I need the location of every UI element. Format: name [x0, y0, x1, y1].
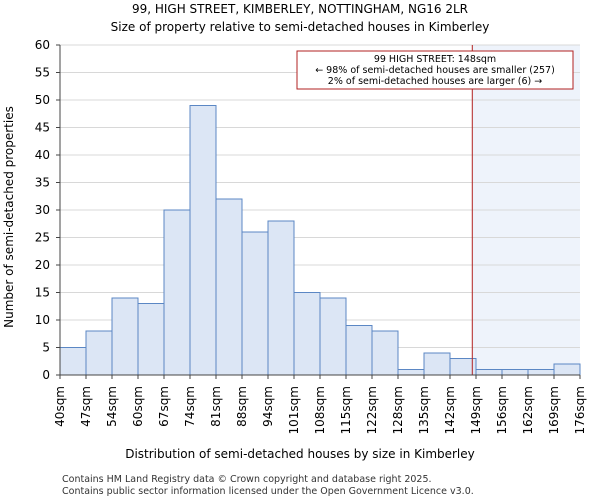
- y-tick-label: 50: [35, 93, 50, 107]
- x-tick-label: 162sqm: [521, 386, 535, 434]
- bar-149sqm: [475, 369, 503, 376]
- x-tick-label: 108sqm: [313, 386, 327, 434]
- bar-122sqm: [371, 330, 399, 376]
- bar-74sqm: [189, 105, 217, 376]
- x-tick-label: 169sqm: [547, 386, 561, 434]
- bar-169sqm: [553, 363, 581, 376]
- annotation-line-1: 99 HIGH STREET: 148sqm: [374, 54, 496, 65]
- x-tick-label: 142sqm: [443, 386, 457, 434]
- bar-67sqm: [163, 209, 191, 376]
- annotation-box: 99 HIGH STREET: 148sqm ← 98% of semi-det…: [296, 50, 574, 90]
- y-tick-label: 25: [35, 231, 50, 245]
- y-axis-label: Number of semi-detached properties: [2, 106, 16, 328]
- x-tick-labels: 40sqm 47sqm 54sqm 60sqm 67sqm 74sqm 81sqm 88sqm…: [53, 375, 587, 434]
- y-tick-label: 10: [35, 313, 50, 327]
- x-tick-label: 74sqm: [183, 386, 197, 427]
- x-tick-label: 128sqm: [391, 386, 405, 434]
- x-tick-label: 40sqm: [53, 386, 67, 427]
- x-tick-label: 176sqm: [573, 386, 587, 434]
- bar-101sqm: [293, 292, 321, 376]
- x-tick-label: 60sqm: [131, 386, 145, 427]
- x-tick-label: 67sqm: [157, 386, 171, 427]
- x-tick-label: 54sqm: [105, 386, 119, 427]
- x-tick-label: 101sqm: [287, 386, 301, 434]
- bar-88sqm: [241, 231, 269, 376]
- x-tick-label: 135sqm: [417, 386, 431, 434]
- chart-title: 99, HIGH STREET, KIMBERLEY, NOTTINGHAM, …: [132, 2, 468, 16]
- annotation-line-3: 2% of semi-detached houses are larger (6…: [328, 76, 542, 87]
- bars: [59, 105, 581, 376]
- annotation-line-2: ← 98% of semi-detached houses are smalle…: [315, 65, 555, 76]
- y-tick-label: 40: [35, 148, 50, 162]
- bar-60sqm: [137, 303, 165, 376]
- bar-47sqm: [85, 330, 113, 376]
- x-tick-label: 81sqm: [209, 386, 223, 427]
- y-tick-label: 0: [42, 368, 50, 382]
- bar-108sqm: [319, 297, 347, 376]
- bar-81sqm: [215, 198, 243, 376]
- x-axis-label: Distribution of semi-detached houses by …: [125, 447, 475, 461]
- y-tick-label: 35: [35, 176, 50, 190]
- y-tick-label: 20: [35, 258, 50, 272]
- bar-40sqm: [59, 347, 87, 376]
- y-tick-label: 60: [35, 38, 50, 52]
- bar-54sqm: [111, 297, 139, 376]
- x-tick-label: 47sqm: [79, 386, 93, 427]
- bar-135sqm: [423, 352, 451, 376]
- bar-128sqm: [397, 369, 425, 376]
- annotation-frame: [296, 50, 574, 90]
- bar-115sqm: [345, 325, 373, 376]
- x-tick-label: 156sqm: [495, 386, 509, 434]
- bar-162sqm: [527, 369, 555, 376]
- x-tick-label: 115sqm: [339, 386, 353, 434]
- y-tick-label: 45: [35, 121, 50, 135]
- y-tick-label: 15: [35, 286, 50, 300]
- bar-94sqm: [267, 220, 295, 376]
- y-tick-label: 5: [42, 341, 50, 355]
- x-tick-label: 149sqm: [469, 386, 483, 434]
- x-tick-label: 88sqm: [235, 386, 249, 427]
- footer-line-1: Contains HM Land Registry data © Crown c…: [62, 474, 432, 485]
- x-tick-label: 122sqm: [365, 386, 379, 434]
- y-tick-label: 30: [35, 203, 50, 217]
- chart-subtitle: Size of property relative to semi-detach…: [111, 20, 490, 34]
- y-tick-labels: 0 5 10 15 20 25 30 35 40 45 50 55 60: [35, 38, 60, 382]
- bar-156sqm: [501, 369, 529, 376]
- x-tick-label: 94sqm: [261, 386, 275, 427]
- y-tick-label: 55: [35, 66, 50, 80]
- footer-line-2: Contains public sector information licen…: [62, 486, 474, 497]
